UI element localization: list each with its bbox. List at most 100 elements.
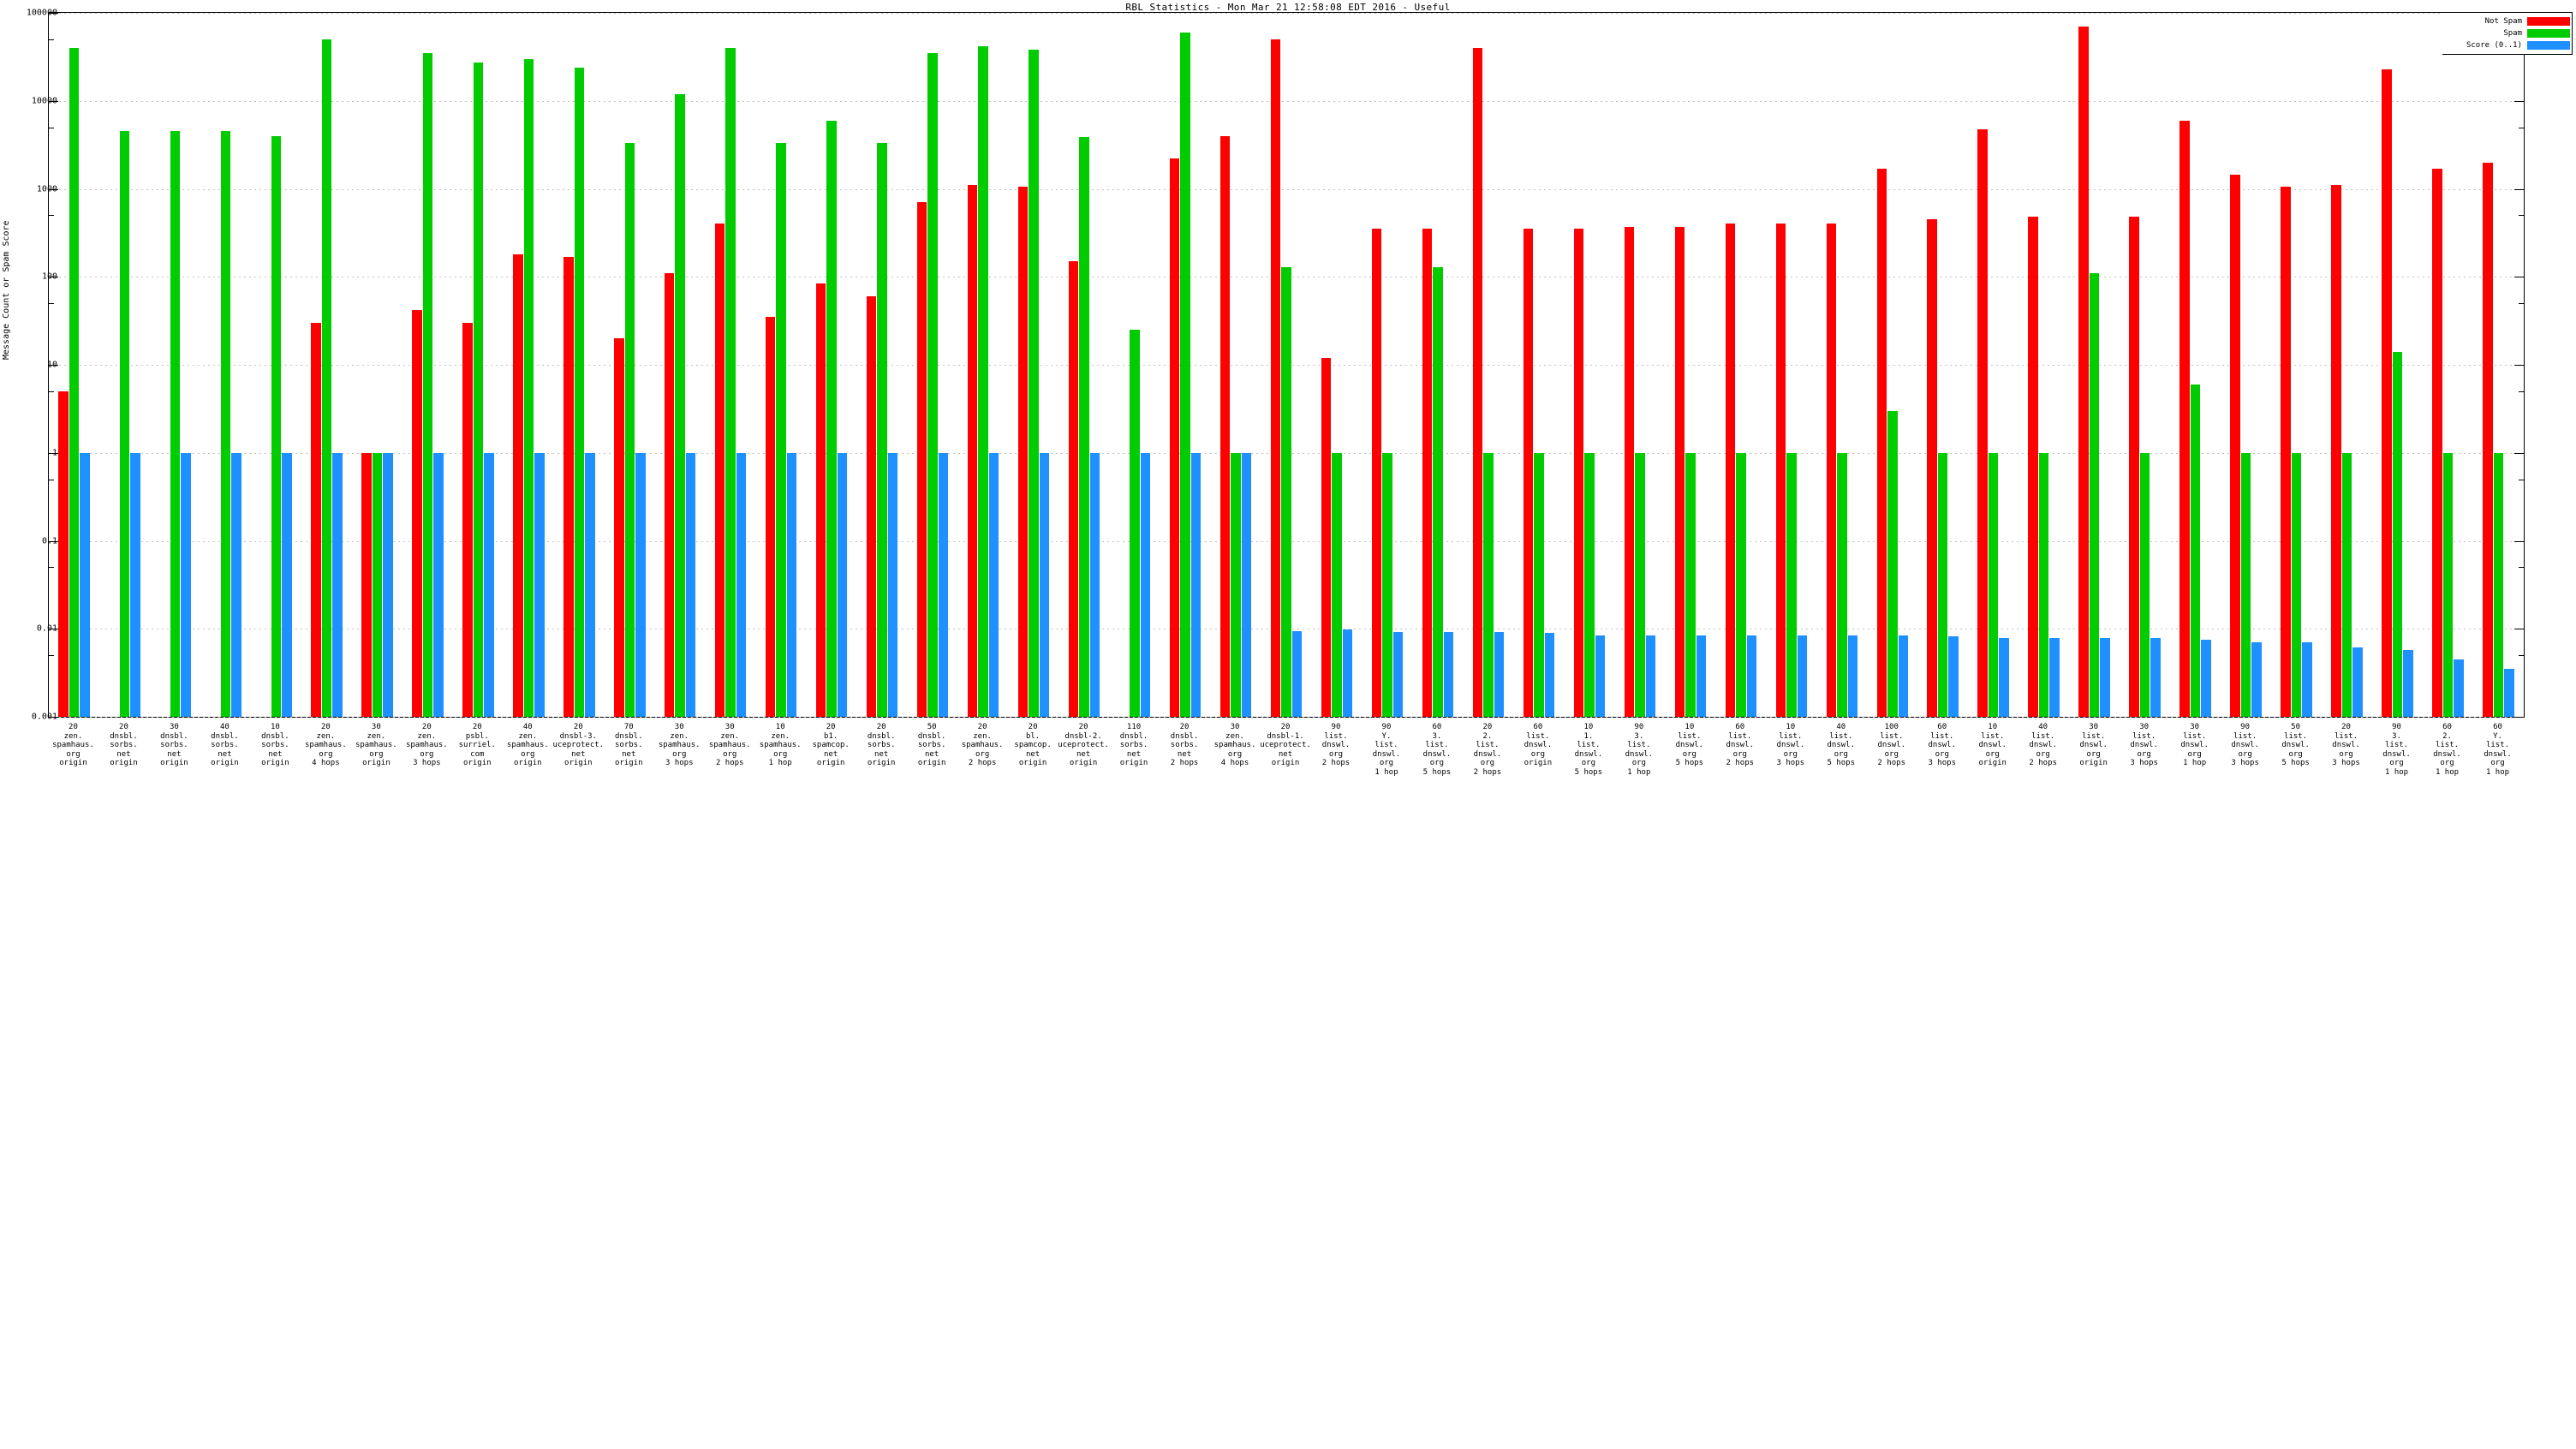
x-axis-tick-label: 10 list. dnswl. org origin: [1978, 723, 2007, 767]
bar-score: [2201, 640, 2211, 717]
y-axis-tick-label: 0.1: [41, 536, 57, 546]
bar-spam: [1433, 266, 1443, 717]
y-axis-minor-tick: [49, 655, 54, 657]
bar-not-spam: [614, 338, 624, 717]
bar-spam: [69, 47, 80, 717]
x-axis-tick-label: 70 dnsbl. sorbs. net origin: [614, 723, 643, 767]
bar-spam: [675, 93, 685, 717]
bar-spam: [2493, 452, 2504, 717]
bar-not-spam: [1422, 229, 1433, 717]
x-axis-tick-label: 20 bl. spamcop. net origin: [1014, 723, 1052, 767]
bar-score: [130, 452, 140, 717]
bar-score: [1948, 636, 1959, 717]
bar-score: [786, 452, 797, 717]
bar-group: [2078, 13, 2110, 717]
x-axis-tick-label: 20 zen. spamhaus. org 2 hops: [961, 723, 1004, 767]
bar-group: [765, 13, 797, 717]
bar-not-spam: [1573, 229, 1584, 717]
bar-not-spam: [2331, 185, 2341, 717]
x-axis-tick-label: 20 2. list. dnswl. org 2 hops: [1473, 723, 1502, 777]
bar-not-spam: [1674, 226, 1685, 717]
bar-spam: [1079, 136, 1089, 717]
bar-group: [1270, 13, 1303, 717]
bar-spam: [271, 135, 282, 717]
bar-spam: [220, 131, 231, 717]
y-axis-minor-tick: [2519, 391, 2524, 392]
bar-score: [1241, 452, 1252, 717]
bar-spam: [1180, 32, 1190, 717]
bar-group: [2129, 13, 2161, 717]
bar-score: [80, 452, 90, 717]
bar-spam: [624, 143, 635, 717]
legend: Not Spam Spam Score (0..1): [2442, 12, 2573, 55]
bar-not-spam: [1775, 224, 1786, 717]
x-axis-tick-label: 40 list. dnswl. org 2 hops: [2029, 723, 2057, 767]
bar-group: [2028, 13, 2060, 717]
bar-group: [2483, 13, 2514, 717]
bar-spam: [473, 63, 484, 717]
bar-score: [2352, 647, 2363, 717]
bar-not-spam: [1219, 135, 1231, 717]
bar-not-spam: [311, 322, 321, 717]
y-axis-tick: [49, 452, 58, 454]
bar-not-spam: [866, 296, 877, 717]
bar-group: [614, 13, 646, 717]
bar-spam: [1988, 452, 1999, 717]
bar-spam: [1029, 50, 1039, 717]
bar-not-spam: [1270, 39, 1281, 717]
x-axis-tick-label: 50 list. dnswl. org 5 hops: [2281, 723, 2310, 767]
bar-group: [1725, 13, 1757, 717]
y-axis-tick: [2514, 188, 2524, 190]
bar-spam: [2341, 452, 2352, 717]
grid-line: [49, 100, 2524, 102]
y-axis-tick-label: 1000: [36, 184, 57, 194]
x-axis-tick-label: 90 Y. list. dnswl. org 1 hop: [1372, 723, 1401, 777]
bar-score: [1999, 637, 2009, 717]
x-axis-tick-label: 20 dnsbl-2. uceprotect. net origin: [1058, 723, 1109, 767]
bar-spam: [1332, 452, 1342, 717]
bar-group: [2179, 13, 2211, 717]
bar-not-spam: [1624, 226, 1635, 717]
x-axis-tick-label: 20 zen. spamhaus. org 4 hops: [304, 723, 347, 767]
x-axis-tick-label: 20 psbl. surriel. com origin: [458, 723, 496, 767]
bar-group: [210, 13, 242, 717]
bar-spam: [1483, 452, 1494, 717]
bar-group: [1169, 13, 1202, 717]
legend-label: Not Spam: [2484, 17, 2522, 26]
x-axis-tick-label: 30 zen. spamhaus. org 2 hops: [708, 723, 751, 767]
bar-score: [1140, 452, 1151, 717]
bar-not-spam: [361, 452, 372, 717]
x-axis-tick-label: 10 list. dnswl. org 5 hops: [1675, 723, 1704, 767]
bar-group: [1371, 13, 1404, 717]
bar-score: [1595, 635, 1606, 717]
x-axis-tick-label: 20 dnsbl. sorbs. net origin: [110, 723, 138, 767]
bar-score: [1291, 630, 1303, 717]
bar-not-spam: [1068, 261, 1079, 717]
bar-spam: [119, 131, 130, 717]
bar-spam: [1534, 452, 1544, 717]
x-axis-tick-label: 40 dnsbl. sorbs. net origin: [211, 723, 239, 767]
x-axis-tick-label: 60 Y. list. dnswl. org 1 hop: [2484, 723, 2512, 777]
y-axis-tick: [2514, 365, 2524, 366]
x-axis-tick-label: 30 dnsbl. sorbs. net origin: [160, 723, 188, 767]
bar-score: [181, 452, 191, 717]
bar-group: [664, 13, 696, 717]
y-axis-tick: [49, 100, 58, 102]
grid-line: [49, 13, 2524, 14]
bar-not-spam: [1927, 219, 1937, 717]
bar-score: [2302, 641, 2312, 717]
bar-group: [1775, 13, 1808, 717]
x-axis-tick-label: 40 list. dnswl. org 5 hops: [1827, 723, 1856, 767]
y-axis-tick: [2514, 100, 2524, 102]
bar-spam: [1685, 452, 1696, 717]
y-axis-minor-tick: [49, 303, 54, 305]
bar-spam: [2240, 452, 2251, 717]
y-axis-title: Message Count or Spam Score: [2, 220, 11, 360]
y-axis-minor-tick: [49, 39, 54, 40]
bar-spam: [372, 452, 383, 717]
bar-score: [2150, 637, 2161, 717]
bar-group: [1624, 13, 1656, 717]
bar-not-spam: [1472, 47, 1483, 717]
bar-score: [231, 452, 242, 717]
bar-score: [282, 452, 292, 717]
